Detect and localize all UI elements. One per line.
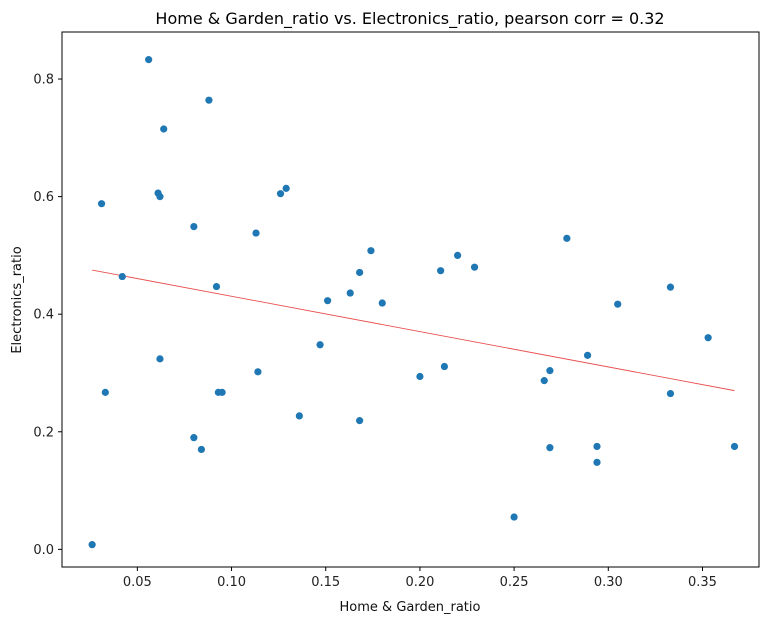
data-point	[205, 96, 213, 104]
data-point	[440, 362, 449, 371]
plot-area	[88, 56, 739, 549]
data-point	[378, 299, 386, 307]
data-point	[367, 247, 375, 255]
x-axis-label: Home & Garden_ratio	[340, 600, 481, 615]
data-point	[453, 251, 462, 260]
data-point	[470, 263, 479, 271]
x-tick-label: 0.35	[688, 575, 717, 590]
data-point	[593, 458, 601, 466]
data-point	[730, 442, 739, 451]
data-point	[416, 372, 424, 381]
data-point	[546, 367, 554, 375]
data-point	[356, 268, 364, 277]
data-point	[88, 541, 96, 549]
plot-frame	[61, 31, 760, 568]
data-point	[295, 412, 303, 420]
data-point	[97, 200, 106, 208]
y-axis: 0.0 0.2 0.4 0.6 0.8	[33, 73, 62, 558]
data-point	[276, 190, 285, 198]
data-point	[254, 368, 262, 376]
data-point	[614, 300, 622, 308]
x-tick-label: 0.15	[311, 575, 340, 590]
data-point	[346, 289, 354, 297]
x-axis: 0.05 0.10 0.15 0.20 0.25 0.30 0.35	[123, 567, 717, 590]
data-point	[316, 341, 324, 349]
data-point	[563, 234, 571, 242]
data-point	[197, 445, 205, 454]
y-tick-label: 0.0	[33, 543, 54, 558]
x-tick-label: 0.30	[594, 575, 623, 590]
data-point	[212, 282, 221, 291]
y-tick-label: 0.2	[33, 425, 54, 440]
data-point	[156, 355, 164, 363]
data-point	[118, 272, 126, 281]
data-point	[101, 388, 109, 396]
data-point	[540, 377, 548, 385]
data-point	[593, 442, 601, 451]
data-point	[510, 513, 518, 521]
data-point	[356, 417, 364, 425]
data-point	[145, 56, 153, 64]
x-tick-label: 0.25	[500, 575, 529, 590]
y-tick-label: 0.8	[33, 73, 54, 88]
x-tick-label: 0.20	[405, 575, 434, 590]
y-tick-label: 0.6	[33, 190, 54, 205]
data-point	[666, 283, 675, 291]
data-point	[218, 388, 226, 396]
data-point	[583, 351, 592, 359]
data-point	[156, 193, 164, 201]
chart-title: Home & Garden_ratio vs. Electronics_rati…	[155, 9, 664, 29]
y-axis-label: Electronics_ratio	[10, 246, 25, 353]
data-point	[282, 184, 290, 192]
y-tick-label: 0.4	[33, 308, 54, 323]
data-point	[324, 297, 332, 305]
trend-line	[92, 269, 735, 392]
data-point	[704, 334, 712, 342]
data-point	[437, 267, 445, 275]
x-tick-label: 0.10	[217, 575, 246, 590]
data-point	[160, 125, 168, 133]
data-point	[546, 444, 554, 452]
x-tick-label: 0.05	[123, 575, 152, 590]
data-point	[190, 222, 198, 231]
data-point	[190, 434, 198, 442]
data-point	[666, 389, 675, 398]
data-point	[252, 229, 260, 237]
